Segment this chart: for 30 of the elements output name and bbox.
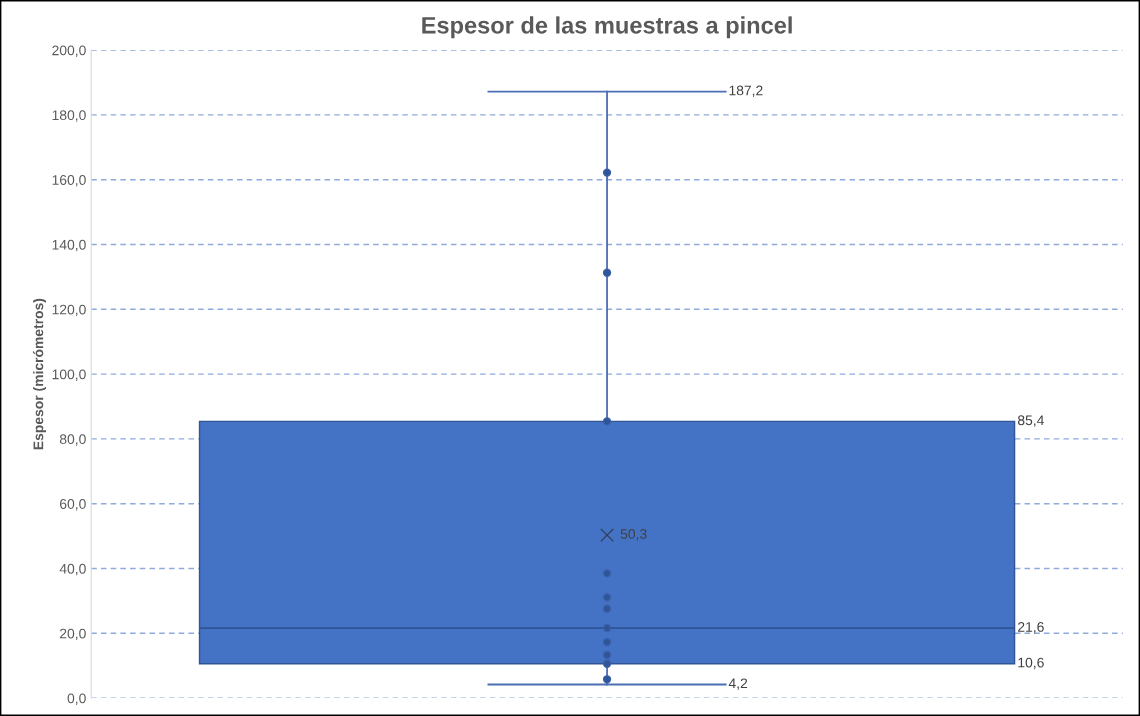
y-tick-label: 60,0 <box>60 499 86 511</box>
annotation: 187,2 <box>729 85 763 97</box>
point <box>602 623 612 633</box>
point <box>602 604 612 613</box>
point <box>602 268 612 277</box>
y-tick-label: 160,0 <box>52 175 86 187</box>
y-tick-label: 200,0 <box>52 45 86 57</box>
point <box>602 417 612 426</box>
y-tick-label: 100,0 <box>52 369 86 381</box>
point <box>602 650 612 660</box>
annotation: 85,4 <box>1017 415 1044 427</box>
y-tick-label: 20,0 <box>60 628 86 641</box>
y-axis-title: Espesor (micrómetros) <box>32 298 47 450</box>
annotation: 10,6 <box>1018 657 1044 670</box>
y-tick-label: 80,0 <box>59 434 86 446</box>
point <box>602 569 612 578</box>
y-tick-label: 40,0 <box>59 563 86 576</box>
point <box>602 637 612 647</box>
y-tick-label: 0,0 <box>67 693 86 705</box>
y-tick-label: 120,0 <box>52 304 86 317</box>
point <box>602 675 612 684</box>
annotation: 21,6 <box>1018 622 1044 634</box>
y-tick-label: 140,0 <box>52 239 86 252</box>
point <box>602 659 612 668</box>
point <box>602 593 612 602</box>
annotation: 50,3 <box>620 529 647 541</box>
chart-title: Espesor de las muestras a pincel <box>422 16 792 39</box>
point <box>602 168 612 177</box>
y-tick-label: 180,0 <box>52 110 86 122</box>
annotation: 4,2 <box>728 678 748 690</box>
